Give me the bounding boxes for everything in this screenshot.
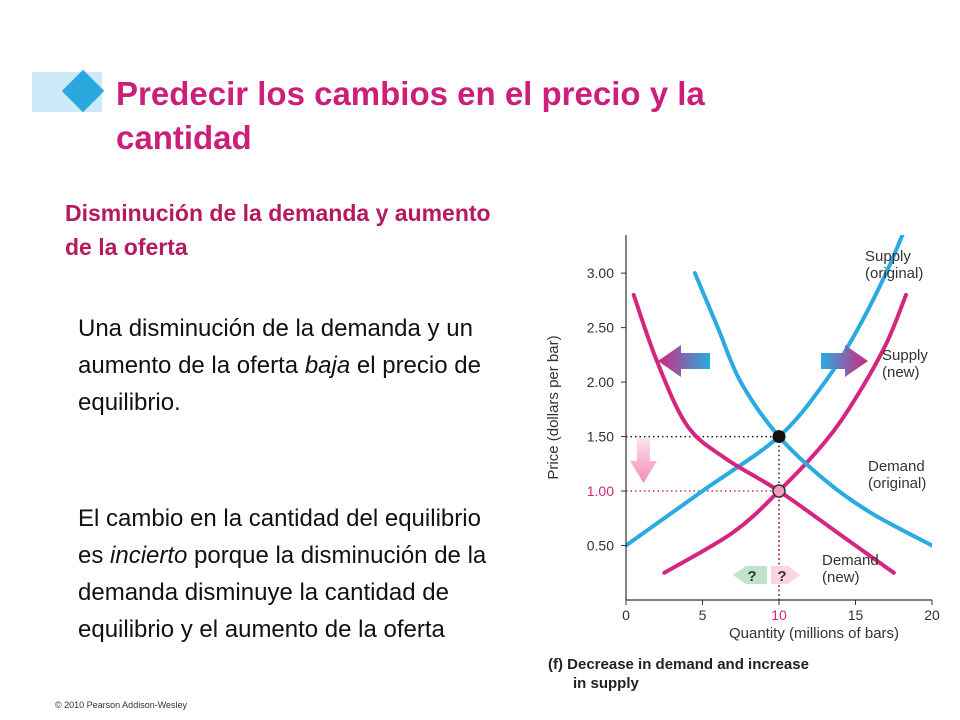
paragraph-quantity-effect: El cambio en la cantidad del equilibrio …	[78, 500, 508, 648]
chart-caption: (f) Decrease in demand and increase in s…	[548, 655, 809, 693]
x-tick-label: 0	[622, 607, 630, 623]
x-tick-label: 15	[848, 607, 864, 623]
y-tick-label: 1.00	[587, 483, 614, 499]
curves-group	[626, 235, 932, 575]
demand-new-curve	[631, 292, 896, 575]
copyright-notice: © 2010 Pearson Addison-Wesley	[55, 700, 188, 710]
shift-arrows	[630, 345, 868, 584]
supply-demand-chart: ? ? 0.50 1.00 1.50 2.00 2.50 3.00 0 5 10 15 20 Sup…	[545, 235, 940, 642]
supply-shift-right-arrow	[821, 345, 868, 377]
chart-caption-line-2: in supply	[573, 675, 639, 692]
supply-new-curve	[662, 292, 908, 575]
supply-original-label: Supply (original)	[865, 248, 923, 282]
curve-label-line: Supply	[865, 248, 911, 265]
tick-labels: 0.50 1.00 1.50 2.00 2.50 3.00 0 5 10 15 20	[587, 265, 940, 623]
demand-original-curve	[692, 271, 932, 548]
x-tick-label: 20	[924, 607, 940, 623]
x-tick-label: 5	[699, 607, 707, 623]
equilibrium-points	[772, 430, 786, 498]
original-equilibrium-point	[772, 430, 786, 444]
text-run: Una disminución de la demanda y un aumen…	[78, 315, 473, 379]
curve-label-line: Demand	[868, 458, 925, 475]
x-axis-label: Quantity (millions of bars)	[729, 625, 899, 642]
chart-caption-line-1: (f) Decrease in demand and increase	[548, 656, 809, 673]
quantity-uncertain-right: ?	[777, 568, 786, 585]
demand-original-label: Demand (original)	[868, 458, 926, 492]
text-run: baja	[304, 352, 351, 379]
curve-label-line: (original)	[865, 265, 923, 282]
demand-shift-left-arrow	[658, 345, 710, 377]
supply-original-curve	[626, 235, 905, 548]
text-run: incierto	[110, 542, 188, 569]
quantity-right-arrow	[771, 566, 800, 584]
text-run: El cambio en la cantidad del equilibrio …	[78, 505, 481, 569]
quantity-left-arrow	[733, 566, 767, 584]
curve-label-line: Demand	[822, 552, 879, 569]
y-tick-label: 0.50	[587, 538, 614, 554]
quantity-uncertain-left: ?	[747, 568, 756, 585]
price-down-arrow	[630, 438, 657, 483]
curve-label-line: (new)	[882, 364, 920, 381]
curve-labels: Supply (original)Supply (new)Demand (origin…	[822, 248, 928, 586]
y-tick-label: 3.00	[587, 265, 614, 281]
x-tick-label: 10	[771, 607, 787, 623]
text-run: porque la disminución de la demanda dism…	[78, 542, 487, 643]
curve-label-line: (new)	[822, 569, 860, 586]
y-tick-label: 2.50	[587, 320, 614, 336]
demand-new-label: Demand (new)	[822, 552, 879, 586]
slide-subtitle: Disminución de la demanda y aumento de l…	[65, 200, 491, 260]
curve-label-line: (original)	[868, 475, 926, 492]
y-tick-label: 2.00	[587, 374, 614, 390]
y-axis-label: Price (dollars per bar)	[545, 335, 562, 479]
text-run: el precio de equilibrio.	[78, 352, 481, 416]
supply-new-label: Supply (new)	[882, 347, 928, 381]
y-tick-label: 1.50	[587, 429, 614, 445]
curve-label-line: Supply	[882, 347, 928, 364]
paragraph-price-effect: Una disminución de la demanda y un aumen…	[78, 310, 508, 421]
slide-title: Predecir los cambios en el precio y la c…	[116, 75, 705, 156]
new-equilibrium-point	[772, 484, 786, 498]
